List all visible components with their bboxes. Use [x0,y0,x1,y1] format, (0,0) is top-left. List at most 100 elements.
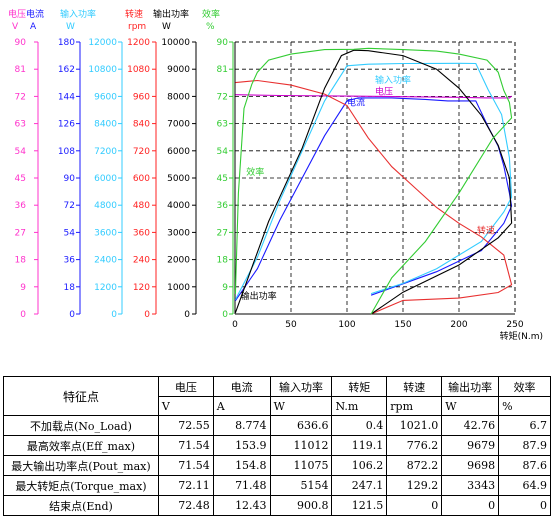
table-cell: 106.2 [331,455,388,476]
table-row: 最高效率点(Eff_max) 71.54 153.9 11012 119.1 7… [3,435,551,456]
tick-label: 144 [58,92,75,102]
x-tick-label: 50 [285,320,297,330]
series-label: 电流 [347,96,365,108]
axis-unit: V [12,22,19,32]
tick-label: 8000 [167,92,190,102]
table-cell: 11012 [269,435,333,456]
column-header: 输入功率 [269,376,333,397]
tick-label: 45 [15,174,26,184]
table-units-row: V A W N.m rpm W % [4,396,551,416]
axis-title: 电流 [26,8,44,20]
axis-title: 电压 [8,8,26,20]
tick-label: 126 [58,120,75,130]
axis-unit: % [206,22,215,32]
table-row: 最大输出功率点(Pout_max) 71.54 154.8 11075 106.… [3,455,551,476]
characteristic-points-table: 特征点 电压 电流 输入功率 转矩 转速 输出功率 效率 V A W N.m r… [3,376,551,516]
tick-label: 27 [15,228,26,238]
tick-label: 72 [217,92,228,102]
table-cell: 72.55 [157,415,214,436]
table-row: 结束点(End) 72.48 12.43 900.8 121.5 0 0 0 [3,495,551,516]
tick-label: 0 [144,310,150,320]
tick-label: 18 [217,256,229,266]
tick-label: 1200 [94,283,117,293]
axis-title: 输入功率 [60,8,96,20]
tick-label: 90 [15,38,27,48]
table-cell: 42.76 [441,415,500,436]
series-line [234,97,513,302]
column-header: 效率 [498,376,551,397]
series-line [235,79,513,315]
tick-label: 18 [64,283,76,293]
table-cell: 1021.0 [386,415,443,436]
tick-label: 0 [69,310,75,320]
tick-label: 8400 [94,120,117,130]
tick-label: 9 [20,283,26,293]
tick-label: 54 [15,147,27,157]
series-label: 输出功率 [241,290,277,302]
tick-label: 72 [15,92,26,102]
tick-label: 360 [133,228,150,238]
axis-unit: A [30,22,37,32]
row-name: 最大输出功率点(Pout_max) [3,455,159,476]
tick-label: 63 [15,120,26,130]
tick-label: 7000 [167,120,190,130]
tick-label: 7200 [94,147,117,157]
tick-label: 90 [64,174,76,184]
table-cell: 11075 [269,455,333,476]
column-header: 转速 [386,376,443,397]
tick-label: 18 [15,256,27,266]
x-tick-label: 200 [450,320,467,330]
tick-label: 10800 [88,65,117,75]
tick-label: 12000 [88,38,117,48]
tick-label: 960 [133,92,150,102]
unit-cell: rpm [386,396,443,416]
axis-unit: W [66,22,75,32]
table-cell: 64.9 [498,475,551,496]
table-cell: 9698 [441,455,500,476]
table-cell: 0 [498,495,551,516]
series-line [235,94,512,99]
series-label: 输入功率 [375,74,411,86]
tick-label: 120 [133,283,150,293]
table-cell: 72.48 [157,495,214,516]
table-cell: 87.6 [498,455,551,476]
table-cell: 153.9 [212,435,271,456]
table-cell: 0 [386,495,443,516]
tick-label: 162 [58,65,75,75]
axis-unit: W [162,22,171,32]
table-cell: 872.2 [386,455,443,476]
table-cell: 72.11 [157,475,214,496]
tick-label: 720 [133,147,150,157]
tick-label: 81 [217,65,228,75]
tick-label: 36 [15,201,27,211]
tick-label: 0 [20,310,26,320]
tick-label: 240 [133,256,150,266]
unit-cell: W [269,396,333,416]
tick-label: 36 [64,256,76,266]
tick-label: 840 [133,120,150,130]
series-line [234,62,513,300]
tick-label: 9000 [167,65,190,75]
tick-label: 10000 [161,38,190,48]
table-row: 最大转矩点(Torque_max) 72.11 71.48 5154 247.1… [3,475,551,496]
table-cell: 129.2 [386,475,443,496]
table-cell: 247.1 [331,475,388,496]
table-cell: 8.774 [212,415,271,436]
tick-label: 4000 [167,201,190,211]
tick-label: 3000 [167,228,190,238]
axis-unit: rpm [128,22,146,32]
tick-label: 3600 [94,228,117,238]
tick-label: 6000 [94,174,117,184]
tick-label: 0 [222,310,228,320]
table-cell: 776.2 [386,435,443,456]
table-header-row: 特征点 电压 电流 输入功率 转矩 转速 输出功率 效率 [3,376,551,416]
x-axis-label: 转矩(N.m) [500,330,543,340]
table-cell: 87.9 [498,435,551,456]
table-cell: 0.4 [331,415,388,436]
row-name: 最大转矩点(Torque_max) [3,475,159,496]
axis-title: 输出功率 [153,8,189,20]
unit-cell: A [212,396,271,416]
series-line [234,49,513,315]
tick-label: 54 [217,147,229,157]
x-tick-label: 250 [506,320,523,330]
